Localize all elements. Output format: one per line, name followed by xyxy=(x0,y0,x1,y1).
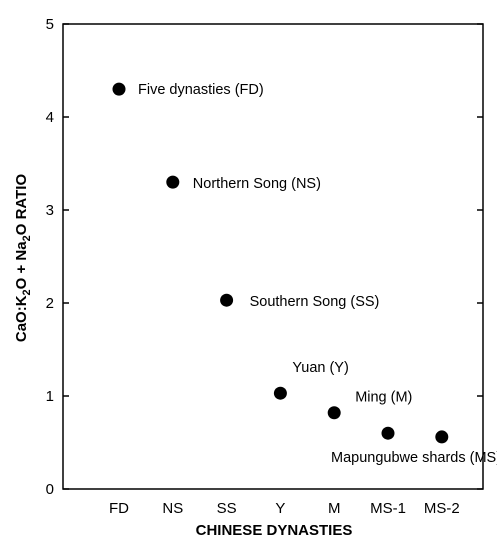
y-tick-label-5: 5 xyxy=(46,16,54,33)
x-tick-label-2: SS xyxy=(217,500,237,517)
data-point-fd xyxy=(112,82,126,96)
data-point-ns xyxy=(166,175,180,189)
y-tick-label-1: 1 xyxy=(46,388,54,405)
point-label-fd: Five dynasties (FD) xyxy=(138,82,264,98)
data-point-m xyxy=(327,406,341,420)
y-tick-label-2: 2 xyxy=(46,295,54,312)
x-tick-label-1: NS xyxy=(162,500,183,517)
x-axis-title: CHINESE DYNASTIES xyxy=(196,522,353,539)
data-point-ms-2 xyxy=(435,430,449,444)
x-tick-label-0: FD xyxy=(109,500,129,517)
data-points xyxy=(112,82,449,444)
point-label-ns: Northern Song (NS) xyxy=(193,176,321,192)
x-tick-label-3: Y xyxy=(275,500,285,517)
plot-frame xyxy=(62,23,484,490)
x-tick-label-6: MS-2 xyxy=(424,500,460,517)
data-point-ss xyxy=(220,293,234,307)
point-label-ss: Southern Song (SS) xyxy=(250,294,380,310)
x-tick-label-5: MS-1 xyxy=(370,500,406,517)
data-point-y xyxy=(273,386,287,400)
y-tick-label-0: 0 xyxy=(46,481,54,498)
x-tick-label-4: M xyxy=(328,500,341,517)
y-axis-title: CaO:K2O + Na2O RATIO xyxy=(13,174,33,343)
point-label-m: Ming (M) xyxy=(355,390,412,406)
data-point-ms-1 xyxy=(381,426,395,440)
point-labels: Five dynasties (FD) Northern Song (NS) Sou… xyxy=(138,82,412,406)
point-label-y: Yuan (Y) xyxy=(292,360,348,376)
y-axis-ticks: 0 1 2 3 4 5 xyxy=(46,16,483,498)
x-axis-ticks: FD NS SS Y M MS-1 MS-2 xyxy=(109,500,460,517)
y-tick-label-3: 3 xyxy=(46,202,54,219)
y-tick-label-4: 4 xyxy=(46,109,54,126)
annotation-mapungubwe: Mapungubwe shards (MS) xyxy=(331,450,497,466)
